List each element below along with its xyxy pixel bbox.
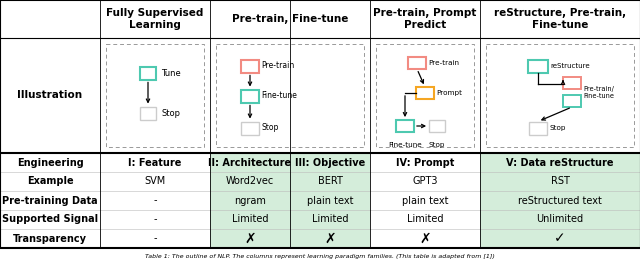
Text: reStructure, Pre-train,
Fine-tune: reStructure, Pre-train, Fine-tune [494, 8, 626, 30]
Text: Engineering: Engineering [17, 158, 83, 168]
Text: Tune: Tune [161, 68, 180, 78]
Bar [106, 44, 204, 147]
Text: Prompt: Prompt [436, 90, 462, 96]
Text: ngram: ngram [234, 195, 266, 205]
Text: reStructure: reStructure [550, 63, 589, 69]
Text: Pre-train/
Fine-tune: Pre-train/ Fine-tune [583, 86, 614, 98]
Text: Pre-train: Pre-train [428, 60, 459, 66]
Text: V: Data reStructure: V: Data reStructure [506, 158, 614, 168]
FancyBboxPatch shape [140, 106, 156, 120]
Text: Unlimited: Unlimited [536, 215, 584, 225]
Text: GPT3: GPT3 [412, 177, 438, 187]
Text: Stop: Stop [429, 142, 445, 148]
Text: Limited: Limited [232, 215, 268, 225]
Text: II: Architecture: II: Architecture [209, 158, 292, 168]
Text: Limited: Limited [312, 215, 348, 225]
Text: plain text: plain text [402, 195, 448, 205]
Text: reStructured text: reStructured text [518, 195, 602, 205]
Text: Table 1: The outline of NLP. The columns represent learning paradigm families. (: Table 1: The outline of NLP. The columns… [145, 254, 495, 259]
Bar [216, 44, 364, 147]
FancyBboxPatch shape [529, 121, 547, 135]
Bar [290, 153, 370, 248]
Text: -: - [153, 215, 157, 225]
Text: ✗: ✗ [244, 232, 256, 245]
Bar [486, 44, 634, 147]
FancyBboxPatch shape [408, 57, 426, 69]
Text: Word2vec: Word2vec [226, 177, 274, 187]
Text: Fully Supervised
Learning: Fully Supervised Learning [106, 8, 204, 30]
Text: ✓: ✓ [554, 232, 566, 245]
Text: Fine-tune: Fine-tune [261, 91, 297, 101]
Text: Example: Example [27, 177, 74, 187]
FancyBboxPatch shape [563, 95, 581, 107]
Text: -: - [153, 195, 157, 205]
Text: Fine-tune: Fine-tune [388, 142, 422, 148]
FancyBboxPatch shape [416, 87, 434, 99]
Text: Pre-train, Fine-tune: Pre-train, Fine-tune [232, 14, 348, 24]
Text: Stop: Stop [261, 123, 278, 133]
Text: ✗: ✗ [324, 232, 336, 245]
Text: Supported Signal: Supported Signal [2, 215, 98, 225]
Text: Limited: Limited [407, 215, 444, 225]
Text: III: Objective: III: Objective [295, 158, 365, 168]
Text: BERT: BERT [317, 177, 342, 187]
FancyBboxPatch shape [241, 121, 259, 135]
FancyBboxPatch shape [140, 66, 156, 80]
Text: I: Feature: I: Feature [128, 158, 182, 168]
Text: Transparency: Transparency [13, 234, 87, 244]
Text: Stop: Stop [549, 125, 566, 131]
Text: Pre-train, Prompt
Predict: Pre-train, Prompt Predict [373, 8, 477, 30]
Text: Stop: Stop [161, 108, 180, 118]
Text: SVM: SVM [145, 177, 166, 187]
FancyBboxPatch shape [241, 90, 259, 103]
FancyBboxPatch shape [528, 59, 548, 73]
Text: Pre-train: Pre-train [261, 61, 294, 71]
Text: Illustration: Illustration [17, 91, 83, 101]
Text: ✗: ✗ [419, 232, 431, 245]
FancyBboxPatch shape [396, 120, 414, 132]
FancyBboxPatch shape [429, 120, 445, 132]
Bar [376, 44, 474, 147]
Bar [210, 153, 290, 248]
Text: Pre-training Data: Pre-training Data [2, 195, 98, 205]
Text: plain text: plain text [307, 195, 353, 205]
FancyBboxPatch shape [241, 59, 259, 73]
Text: RST: RST [550, 177, 570, 187]
FancyBboxPatch shape [563, 77, 581, 89]
Bar [480, 153, 640, 248]
Text: IV: Prompt: IV: Prompt [396, 158, 454, 168]
Text: -: - [153, 234, 157, 244]
